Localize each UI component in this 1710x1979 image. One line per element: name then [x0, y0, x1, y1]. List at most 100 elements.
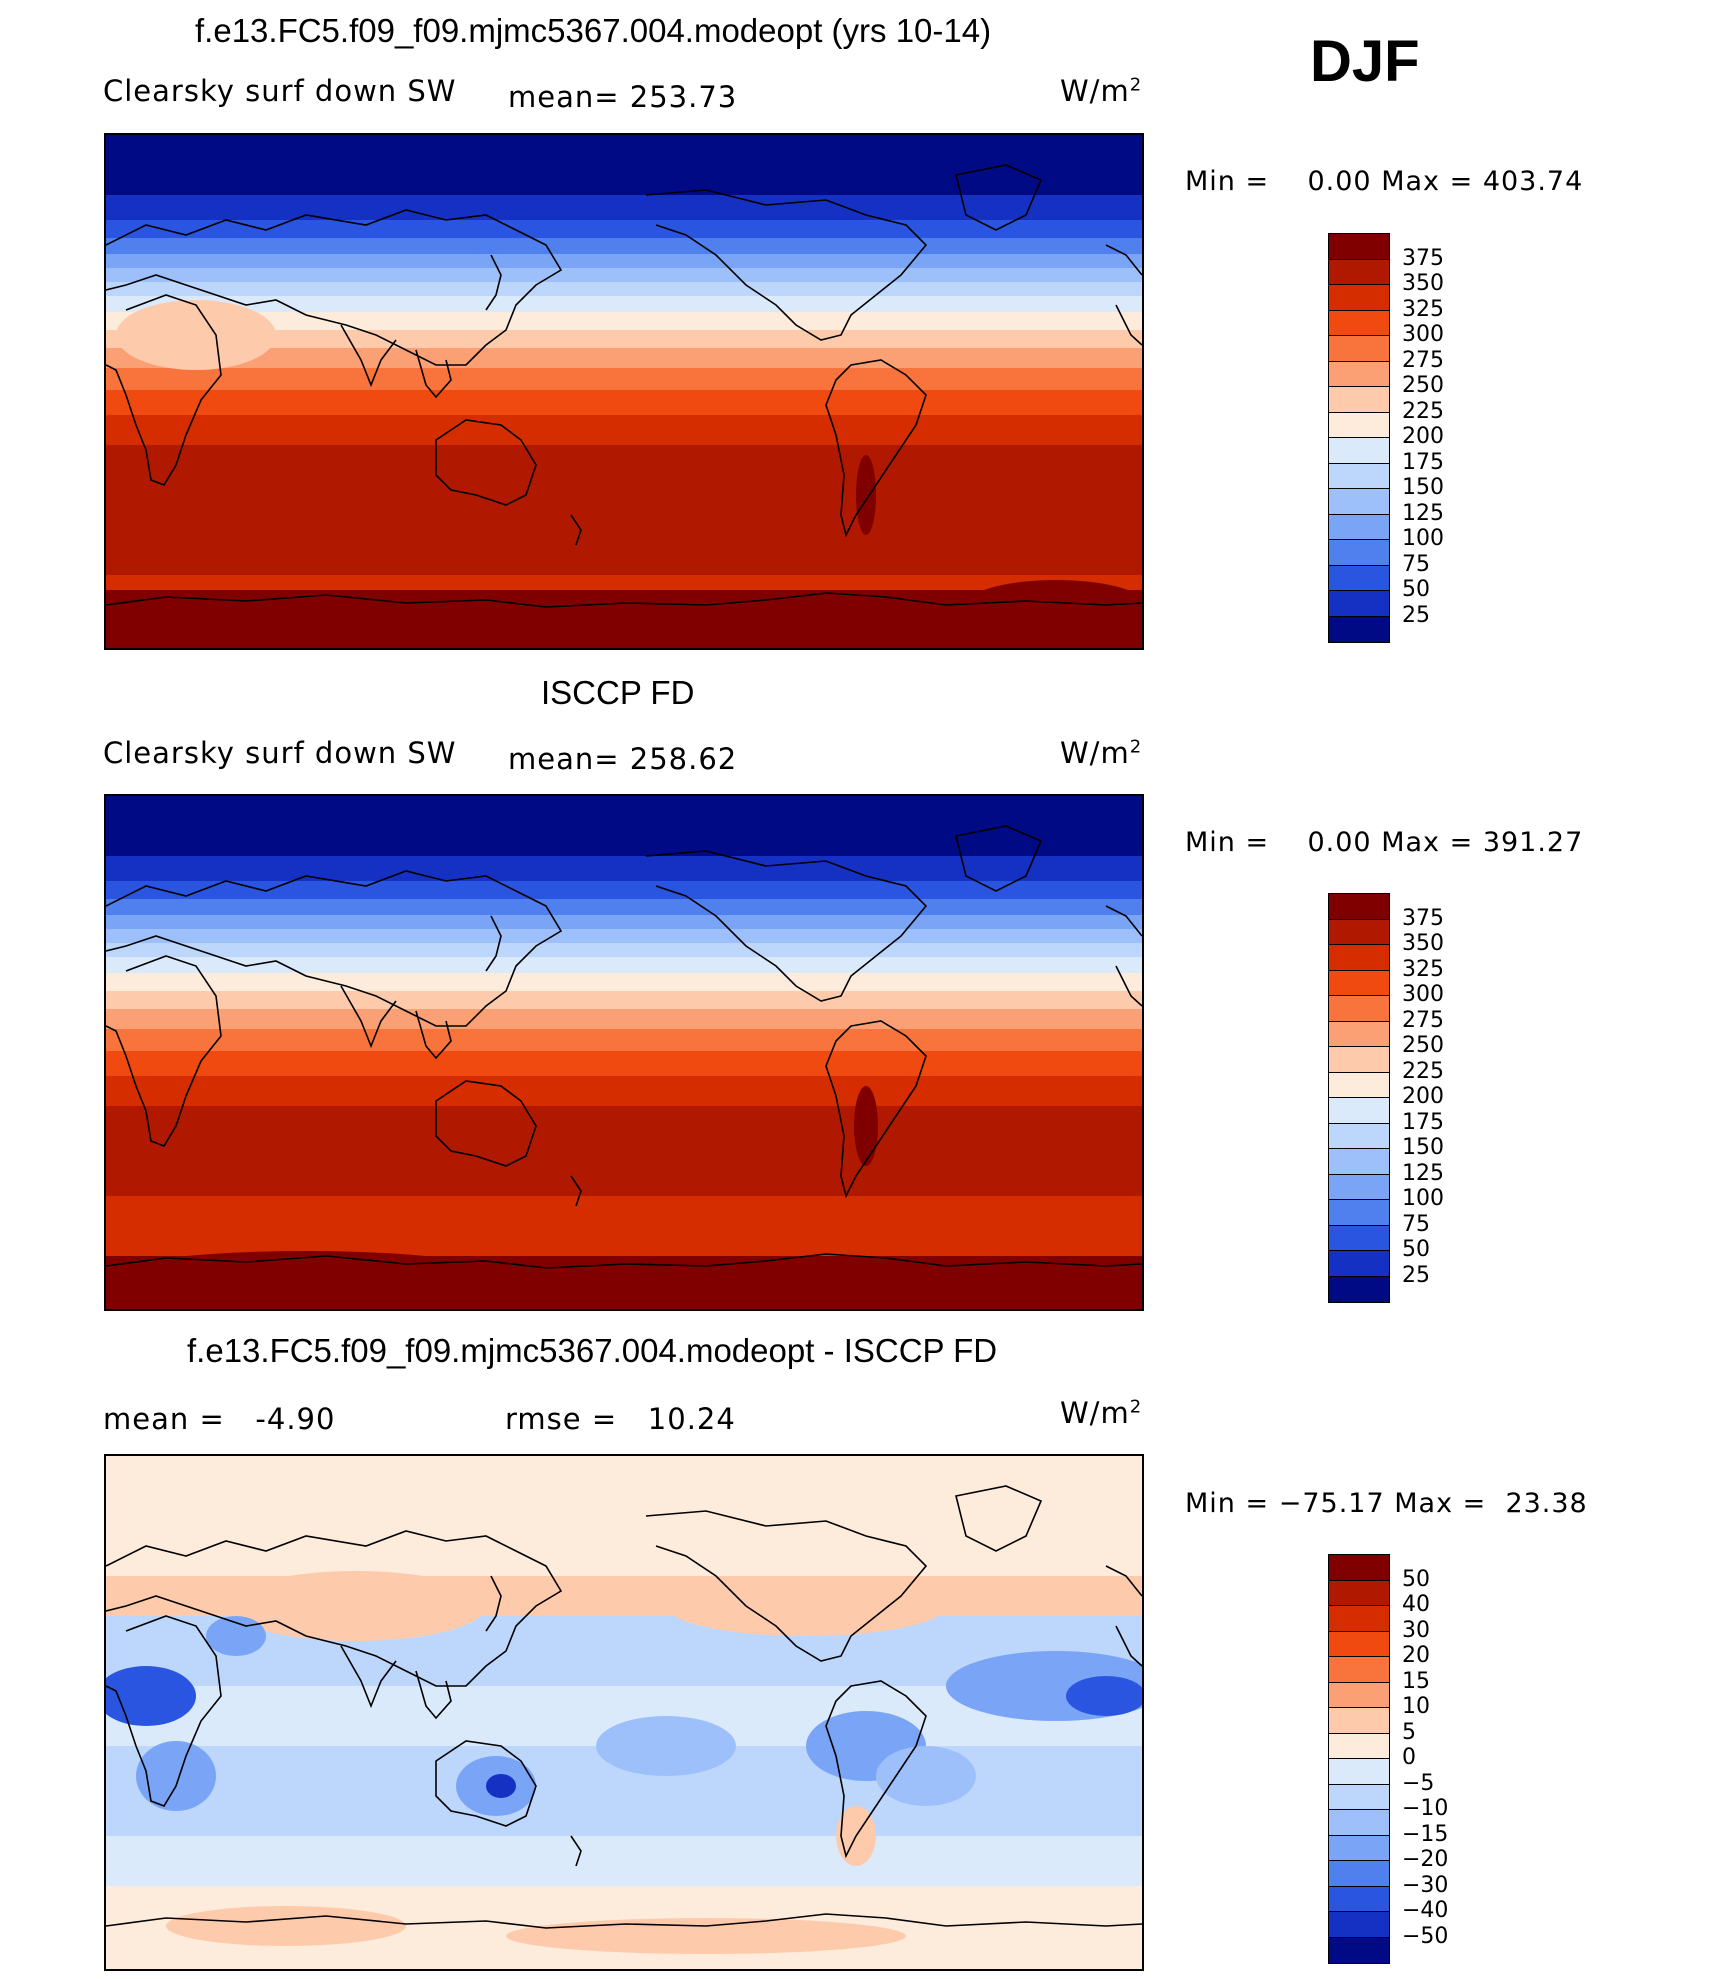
colorbar-swatch: [1329, 1784, 1389, 1810]
colorbar-swatch: [1329, 1225, 1389, 1251]
colorbar-tick-label: 350: [1402, 271, 1444, 296]
panel-2-map: [104, 794, 1144, 1311]
coastline: [415, 349, 452, 399]
coastline: [415, 1010, 452, 1060]
coastline: [106, 870, 563, 1027]
colorbar-swatch: [1329, 1912, 1389, 1938]
contour-band: [106, 268, 1142, 282]
contour-patch: [966, 580, 1142, 630]
contour-band: [106, 330, 1142, 348]
coastline: [1105, 1565, 1142, 1597]
colorbar-swatch: [1329, 1657, 1389, 1683]
contour-patch: [136, 1741, 216, 1811]
coastline: [106, 1615, 222, 1807]
colorbar-swatch: [1329, 361, 1389, 387]
colorbar-swatch: [1329, 1886, 1389, 1912]
panel-1-colorbar: [1328, 233, 1390, 643]
panel-2-title: ISCCP FD: [541, 674, 695, 711]
colorbar-tick-label: 350: [1402, 931, 1444, 956]
panel-3-units: W/m2: [1060, 1396, 1143, 1430]
panel-2-variable-label: Clearsky surf down SW: [103, 736, 457, 770]
coastline: [435, 1740, 537, 1827]
coastline: [1105, 244, 1142, 276]
coastline: [340, 1645, 397, 1709]
colorbar-swatch: [1329, 310, 1389, 336]
panel-1-variable-label: Clearsky surf down SW: [103, 74, 457, 108]
colorbar-tick-label: 20: [1402, 1643, 1430, 1668]
colorbar-swatch: [1329, 387, 1389, 413]
colorbar-swatch: [1329, 1098, 1389, 1124]
contour-patch: [106, 1666, 196, 1726]
coastline-layer: [106, 164, 1142, 608]
coastline: [570, 514, 582, 546]
colorbar-swatch: [1329, 1072, 1389, 1098]
panel-1-map: [104, 133, 1144, 650]
colorbar-tick-label: −40: [1402, 1898, 1449, 1923]
colorbar-swatch: [1329, 412, 1389, 438]
coastline-layer: [106, 825, 1142, 1269]
contour-patch: [506, 1918, 906, 1954]
contour-band: [106, 856, 1142, 881]
colorbar-tick-label: −15: [1402, 1821, 1449, 1847]
colorbar-swatch: [1329, 1580, 1389, 1606]
coastline: [1115, 1625, 1142, 1667]
colorbar-tick-label: 300: [1402, 982, 1444, 1007]
contour-patch: [226, 1571, 486, 1641]
colorbar-tick-label: 150: [1402, 475, 1444, 500]
panel-2-units: W/m2: [1060, 736, 1143, 770]
panel-3-title: f.e13.FC5.f09_f09.mjmc5367.004.modeopt -…: [187, 1332, 998, 1369]
colorbar-tick-label: 175: [1402, 1109, 1444, 1135]
coastline: [485, 254, 502, 311]
contour-band: [106, 1836, 1142, 1886]
contour-band: [106, 368, 1142, 390]
contour-patch: [166, 1906, 406, 1946]
colorbar-swatch: [1329, 489, 1389, 515]
colorbar-swatch: [1329, 919, 1389, 945]
colorbar-swatch: [1329, 1937, 1389, 1963]
colorbar-tick-label: 325: [1402, 956, 1444, 982]
coastline: [825, 1680, 927, 1859]
colorbar-swatch: [1329, 1251, 1389, 1277]
colorbar-tick-label: −20: [1402, 1847, 1449, 1872]
panel-3-colorbar: [1328, 1554, 1390, 1964]
colorbar-tick-label: 75: [1402, 551, 1430, 577]
coastline: [340, 324, 397, 388]
colorbar-swatch: [1329, 285, 1389, 311]
panel-1-units: W/m2: [1060, 74, 1143, 108]
coastline: [645, 189, 928, 341]
colorbar-tick-label: −30: [1402, 1872, 1449, 1898]
contour-band: [106, 282, 1142, 296]
colorbar-swatch: [1329, 565, 1389, 591]
coastline: [955, 164, 1043, 231]
colorbar-swatch: [1329, 234, 1389, 260]
colorbar-tick-label: 150: [1402, 1135, 1444, 1160]
colorbar-swatch: [1329, 540, 1389, 566]
colorbar-swatch: [1329, 996, 1389, 1022]
contour-band: [106, 991, 1142, 1009]
colorbar-tick-label: 5: [1402, 1719, 1416, 1745]
colorbar-tick-label: 250: [1402, 1033, 1444, 1058]
contour-band: [106, 1009, 1142, 1029]
panel-3-map: [104, 1454, 1144, 1971]
contour-band: [106, 1029, 1142, 1051]
colorbar-tick-label: 25: [1402, 602, 1430, 628]
contour-band: [106, 465, 1142, 575]
colorbar-tick-label: 50: [1402, 577, 1430, 602]
colorbar-tick-label: 100: [1402, 1186, 1444, 1211]
coastline: [645, 850, 928, 1002]
contour-band: [106, 796, 1142, 856]
coastline-layer: [106, 1485, 1142, 1929]
colorbar-tick-label: 225: [1402, 1058, 1444, 1084]
coastline: [825, 359, 927, 538]
contour-patch: [1066, 1676, 1142, 1716]
colorbar-tick-label: 325: [1402, 296, 1444, 322]
contour-band: [106, 238, 1142, 254]
contour-patch: [441, 455, 531, 515]
coastline: [106, 1530, 563, 1687]
colorbar-tick-label: −10: [1402, 1796, 1449, 1821]
contour-band: [106, 348, 1142, 368]
panel-3-mean: mean = -4.90: [103, 1402, 336, 1436]
coastline: [106, 1253, 1142, 1269]
contour-band: [106, 973, 1142, 991]
colorbar-swatch: [1329, 1631, 1389, 1657]
